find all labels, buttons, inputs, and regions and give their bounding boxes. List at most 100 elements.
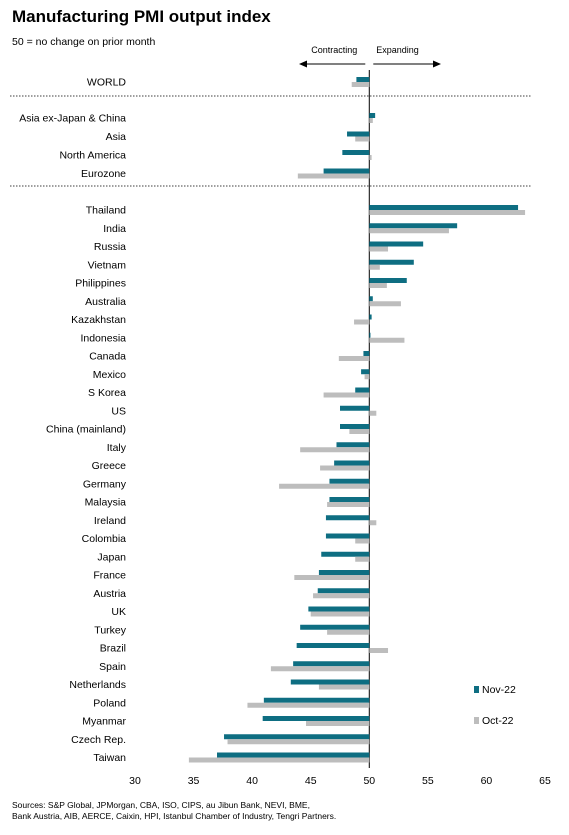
bar-nov-22	[318, 570, 370, 575]
category-label: Asia ex-Japan & China	[19, 113, 126, 125]
category-label: Canada	[89, 351, 126, 363]
bar-oct-22	[279, 483, 370, 489]
category-label: US	[111, 405, 126, 417]
x-tick-label: 60	[481, 775, 493, 787]
category-label: Japan	[97, 551, 126, 563]
category-label: Australia	[85, 296, 126, 308]
bar-oct-22	[323, 392, 370, 398]
bar-nov-22	[361, 369, 370, 375]
category-label: Netherlands	[69, 679, 126, 691]
bar-oct-22	[310, 611, 370, 617]
bar-nov-22	[224, 734, 370, 740]
bar-oct-22	[306, 721, 370, 726]
expanding-arrowhead	[433, 60, 441, 68]
bar-nov-22	[369, 113, 376, 118]
contracting-arrowhead	[299, 60, 307, 68]
chart-title: Manufacturing PMI output index	[12, 7, 271, 26]
category-label: China (mainland)	[46, 424, 126, 436]
bar-oct-22	[355, 556, 370, 562]
bar-nov-22	[217, 752, 370, 758]
category-label: Brazil	[100, 643, 126, 655]
bar-oct-22	[369, 264, 380, 270]
bar-nov-22	[369, 241, 424, 247]
bar-nov-22	[369, 259, 414, 265]
bar-nov-22	[340, 405, 370, 411]
bar-oct-22	[318, 684, 370, 690]
sources-line: Bank Austria, AIB, AERCE, Caixin, HPI, I…	[12, 811, 337, 821]
pmi-bar-chart: Contracting Expanding WORLD Asia ex-Japan &…	[10, 45, 551, 787]
bar-oct-22	[369, 155, 372, 160]
category-label: Czech Rep.	[71, 734, 126, 746]
category-label: S Korea	[88, 387, 126, 399]
bar-nov-22	[325, 515, 370, 521]
category-label: Germany	[83, 478, 127, 490]
category-label: Colombia	[82, 533, 127, 545]
category-label: Ireland	[94, 515, 126, 527]
bar-oct-22	[349, 429, 370, 434]
bar-nov-22	[329, 478, 370, 484]
expanding-label: Expanding	[376, 45, 419, 55]
category-label: Asia	[106, 131, 127, 143]
bar-nov-22	[317, 588, 370, 594]
category-label: WORLD	[87, 77, 127, 89]
bar-oct-22	[364, 374, 370, 380]
x-tick-label: 35	[188, 775, 200, 787]
category-label: India	[103, 223, 126, 235]
bar-oct-22	[327, 629, 370, 635]
bar-oct-22	[351, 82, 370, 87]
bar-oct-22	[227, 739, 370, 745]
x-tick-label: 30	[129, 775, 141, 787]
category-label: Thailand	[86, 205, 126, 217]
bar-nov-22	[334, 460, 370, 466]
bar-oct-22	[270, 666, 370, 672]
bar-nov-22	[296, 643, 370, 648]
category-label: Austria	[93, 588, 126, 600]
bar-oct-22	[369, 118, 373, 123]
bar-oct-22	[247, 702, 370, 708]
bar-nov-22	[263, 697, 370, 703]
bar-nov-22	[340, 424, 370, 429]
bar-nov-22	[300, 624, 370, 630]
bar-oct-22	[369, 410, 377, 416]
bar-nov-22	[369, 205, 519, 210]
bar-nov-22	[363, 351, 370, 356]
category-label: North America	[59, 150, 126, 162]
x-tick-label: 55	[422, 775, 434, 787]
bar-nov-22	[356, 77, 370, 82]
bar-oct-22	[369, 520, 377, 526]
bar-oct-22	[369, 228, 449, 234]
bar-nov-22	[342, 150, 370, 155]
bar-nov-22	[290, 679, 370, 685]
bar-nov-22	[329, 497, 370, 502]
bar-oct-22	[320, 465, 370, 471]
category-label: Eurozone	[81, 168, 126, 180]
bar-oct-22	[355, 136, 370, 142]
bar-nov-22	[321, 551, 370, 557]
bar-nov-22	[336, 442, 370, 448]
category-label: Spain	[99, 661, 126, 673]
category-label: UK	[111, 606, 126, 618]
bar-nov-22	[369, 278, 407, 283]
bar-oct-22	[188, 757, 370, 763]
bar-oct-22	[300, 447, 370, 453]
bar-nov-22	[347, 131, 370, 137]
legend-label-oct-22: Oct-22	[482, 715, 514, 727]
bar-oct-22	[369, 301, 401, 307]
bar-oct-22	[354, 319, 370, 325]
category-label: Greece	[92, 460, 127, 472]
category-label: Italy	[107, 442, 127, 454]
legend-label-nov-22: Nov-22	[482, 684, 516, 696]
bar-oct-22	[355, 538, 370, 544]
bar-oct-22	[338, 356, 370, 361]
bar-oct-22	[327, 502, 370, 507]
bar-oct-22	[369, 246, 389, 252]
category-label: Russia	[94, 241, 126, 253]
bar-nov-22	[325, 533, 370, 539]
bar-nov-22	[293, 661, 370, 667]
sources-note: Sources: S&P Global, JPMorgan, CBA, ISO,…	[12, 800, 336, 822]
bar-nov-22	[369, 296, 373, 302]
category-label: Mexico	[93, 369, 126, 381]
category-label: Poland	[93, 697, 126, 709]
bar-oct-22	[297, 173, 370, 179]
category-label: Taiwan	[93, 752, 126, 764]
